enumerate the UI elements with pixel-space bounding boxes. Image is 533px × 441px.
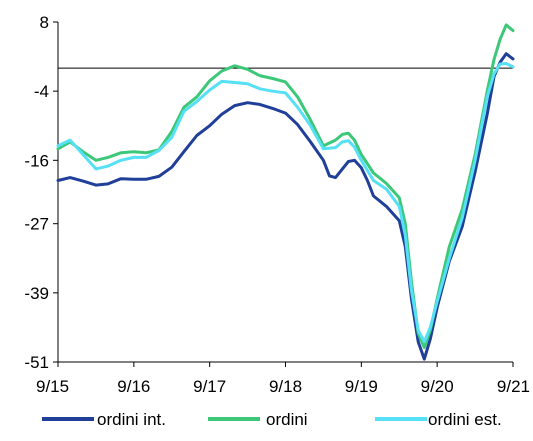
series-line-ordini-est [56,62,515,344]
x-tick-label: 9/17 [193,377,226,396]
y-tick-label: -39 [24,284,49,303]
x-tick-label: 9/21 [497,377,530,396]
series-lines [56,23,515,361]
y-tick-label: 8 [40,13,49,32]
legend-label: ordini int. [97,410,166,429]
x-tick-label: 9/18 [269,377,302,396]
series-line-ordini [56,23,515,350]
x-tick-label: 9/15 [36,377,69,396]
y-tick-label: -4 [34,82,49,101]
x-tick-label: 9/19 [345,377,378,396]
y-tick-label: -51 [24,353,49,372]
series-line-ordini-int [56,52,515,361]
axes: 8 -4 -16 -27 -39 -51 9/15 9/16 9/17 9/18 9/19 9/20 9… [24,13,530,396]
legend-label: ordini est. [428,410,502,429]
x-tick-label: 9/16 [117,377,150,396]
x-tick-label: 9/20 [421,377,454,396]
legend-label: ordini [266,410,308,429]
y-tick-label: -16 [24,151,49,170]
legend: ordini int. ordini ordini est. [42,410,502,429]
y-tick-label: -27 [24,215,49,234]
